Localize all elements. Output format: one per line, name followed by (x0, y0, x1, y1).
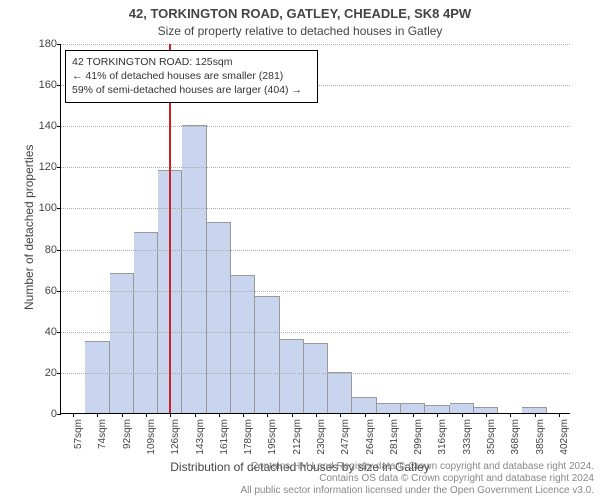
plot-area: 42 TORKINGTON ROAD: 125sqm ← 41% of deta… (60, 44, 570, 414)
gridline (61, 332, 570, 333)
histogram-bar (352, 397, 376, 413)
histogram-bar (304, 343, 328, 413)
xtick-label: 230sqm (316, 419, 327, 455)
ytick-mark (57, 126, 61, 127)
histogram-bar (377, 403, 401, 413)
chart-title: 42, TORKINGTON ROAD, GATLEY, CHEADLE, SK… (0, 6, 600, 21)
chart-wrapper: 42, TORKINGTON ROAD, GATLEY, CHEADLE, SK… (0, 0, 600, 500)
ytick-label: 140 (39, 120, 57, 132)
gridline (61, 373, 570, 374)
xtick-label: 264sqm (365, 419, 376, 455)
xtick-label: 281sqm (389, 419, 400, 455)
annotation-line: 59% of semi-detached houses are larger (… (72, 83, 311, 97)
histogram-bar (450, 403, 474, 413)
annotation-line: 42 TORKINGTON ROAD: 125sqm (72, 55, 311, 69)
xtick-label: 368sqm (510, 419, 521, 455)
xtick-mark (219, 413, 220, 417)
xtick-mark (413, 413, 414, 417)
histogram-bar (328, 372, 352, 413)
gridline (61, 126, 570, 127)
xtick-label: 350sqm (486, 419, 497, 455)
footer-attribution: Contains HM Land Registry data © Crown c… (240, 461, 594, 497)
xtick-mark (340, 413, 341, 417)
ytick-label: 80 (45, 244, 57, 256)
xtick-mark (292, 413, 293, 417)
ytick-mark (57, 167, 61, 168)
annotation-box: 42 TORKINGTON ROAD: 125sqm ← 41% of deta… (65, 50, 318, 103)
gridline (61, 44, 570, 45)
histogram-bar (255, 296, 279, 413)
histogram-bar (231, 275, 255, 413)
annotation-line: ← 41% of detached houses are smaller (28… (72, 69, 311, 83)
xtick-label: 92sqm (122, 419, 133, 449)
xtick-label: 161sqm (219, 419, 230, 455)
xtick-label: 143sqm (195, 419, 206, 455)
xtick-mark (97, 413, 98, 417)
xtick-label: 195sqm (267, 419, 278, 455)
xtick-label: 385sqm (535, 419, 546, 455)
xtick-mark (267, 413, 268, 417)
xtick-mark (535, 413, 536, 417)
footer-line: All public sector information licensed u… (240, 485, 594, 497)
xtick-mark (170, 413, 171, 417)
xtick-mark (243, 413, 244, 417)
xtick-mark (462, 413, 463, 417)
xtick-label: 109sqm (146, 419, 157, 455)
xtick-label: 299sqm (413, 419, 424, 455)
xtick-mark (73, 413, 74, 417)
ytick-mark (57, 250, 61, 251)
xtick-mark (146, 413, 147, 417)
gridline (61, 250, 570, 251)
ytick-label: 180 (39, 38, 57, 50)
gridline (61, 167, 570, 168)
xtick-mark (510, 413, 511, 417)
xtick-mark (486, 413, 487, 417)
xtick-label: 333sqm (462, 419, 473, 455)
footer-line: Contains HM Land Registry data © Crown c… (240, 461, 594, 473)
xtick-label: 247sqm (340, 419, 351, 455)
xtick-mark (122, 413, 123, 417)
ytick-label: 100 (39, 202, 57, 214)
histogram-bar (110, 273, 134, 413)
ytick-label: 20 (45, 367, 57, 379)
gridline (61, 208, 570, 209)
xtick-label: 178sqm (243, 419, 254, 455)
ytick-mark (57, 373, 61, 374)
histogram-bar (134, 232, 158, 413)
xtick-label: 126sqm (170, 419, 181, 455)
ytick-label: 160 (39, 79, 57, 91)
ytick-mark (57, 44, 61, 45)
ytick-mark (57, 291, 61, 292)
ytick-label: 40 (45, 326, 57, 338)
xtick-mark (365, 413, 366, 417)
xtick-mark (559, 413, 560, 417)
xtick-mark (316, 413, 317, 417)
xtick-label: 74sqm (97, 419, 108, 449)
histogram-bar (85, 341, 109, 413)
xtick-label: 57sqm (73, 419, 84, 449)
xtick-label: 402sqm (559, 419, 570, 455)
histogram-bar (425, 405, 449, 413)
xtick-mark (437, 413, 438, 417)
histogram-bar (280, 339, 304, 413)
ytick-mark (57, 332, 61, 333)
footer-line: Contains OS data © Crown copyright and d… (240, 473, 594, 485)
ytick-mark (57, 208, 61, 209)
xtick-label: 316sqm (437, 419, 448, 455)
ytick-mark (57, 414, 61, 415)
histogram-bar (182, 125, 206, 413)
ytick-label: 120 (39, 161, 57, 173)
y-axis-label: Number of detached properties (22, 145, 36, 310)
gridline (61, 291, 570, 292)
xtick-mark (389, 413, 390, 417)
chart-subtitle: Size of property relative to detached ho… (0, 24, 600, 38)
xtick-mark (195, 413, 196, 417)
ytick-mark (57, 85, 61, 86)
ytick-label: 60 (45, 285, 57, 297)
xtick-label: 212sqm (292, 419, 303, 455)
histogram-bar (401, 403, 425, 413)
